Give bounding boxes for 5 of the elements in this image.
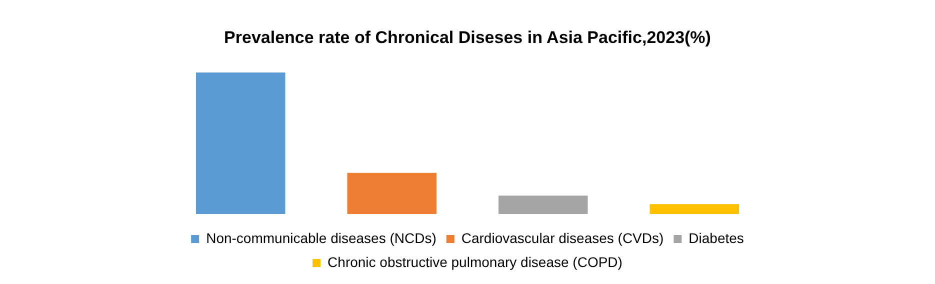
legend-label: Non-communicable diseases (NCDs) (206, 230, 436, 246)
legend-label: Chronic obstructive pulmonary disease (COPD) (328, 254, 622, 270)
legend-label: Cardiovascular diseases (CVDs) (461, 230, 664, 246)
legend-label: Diabetes (688, 230, 744, 246)
chart-title: Prevalence rate of Chronical Diseses in Asia Pacific,2023(%) (224, 28, 711, 47)
